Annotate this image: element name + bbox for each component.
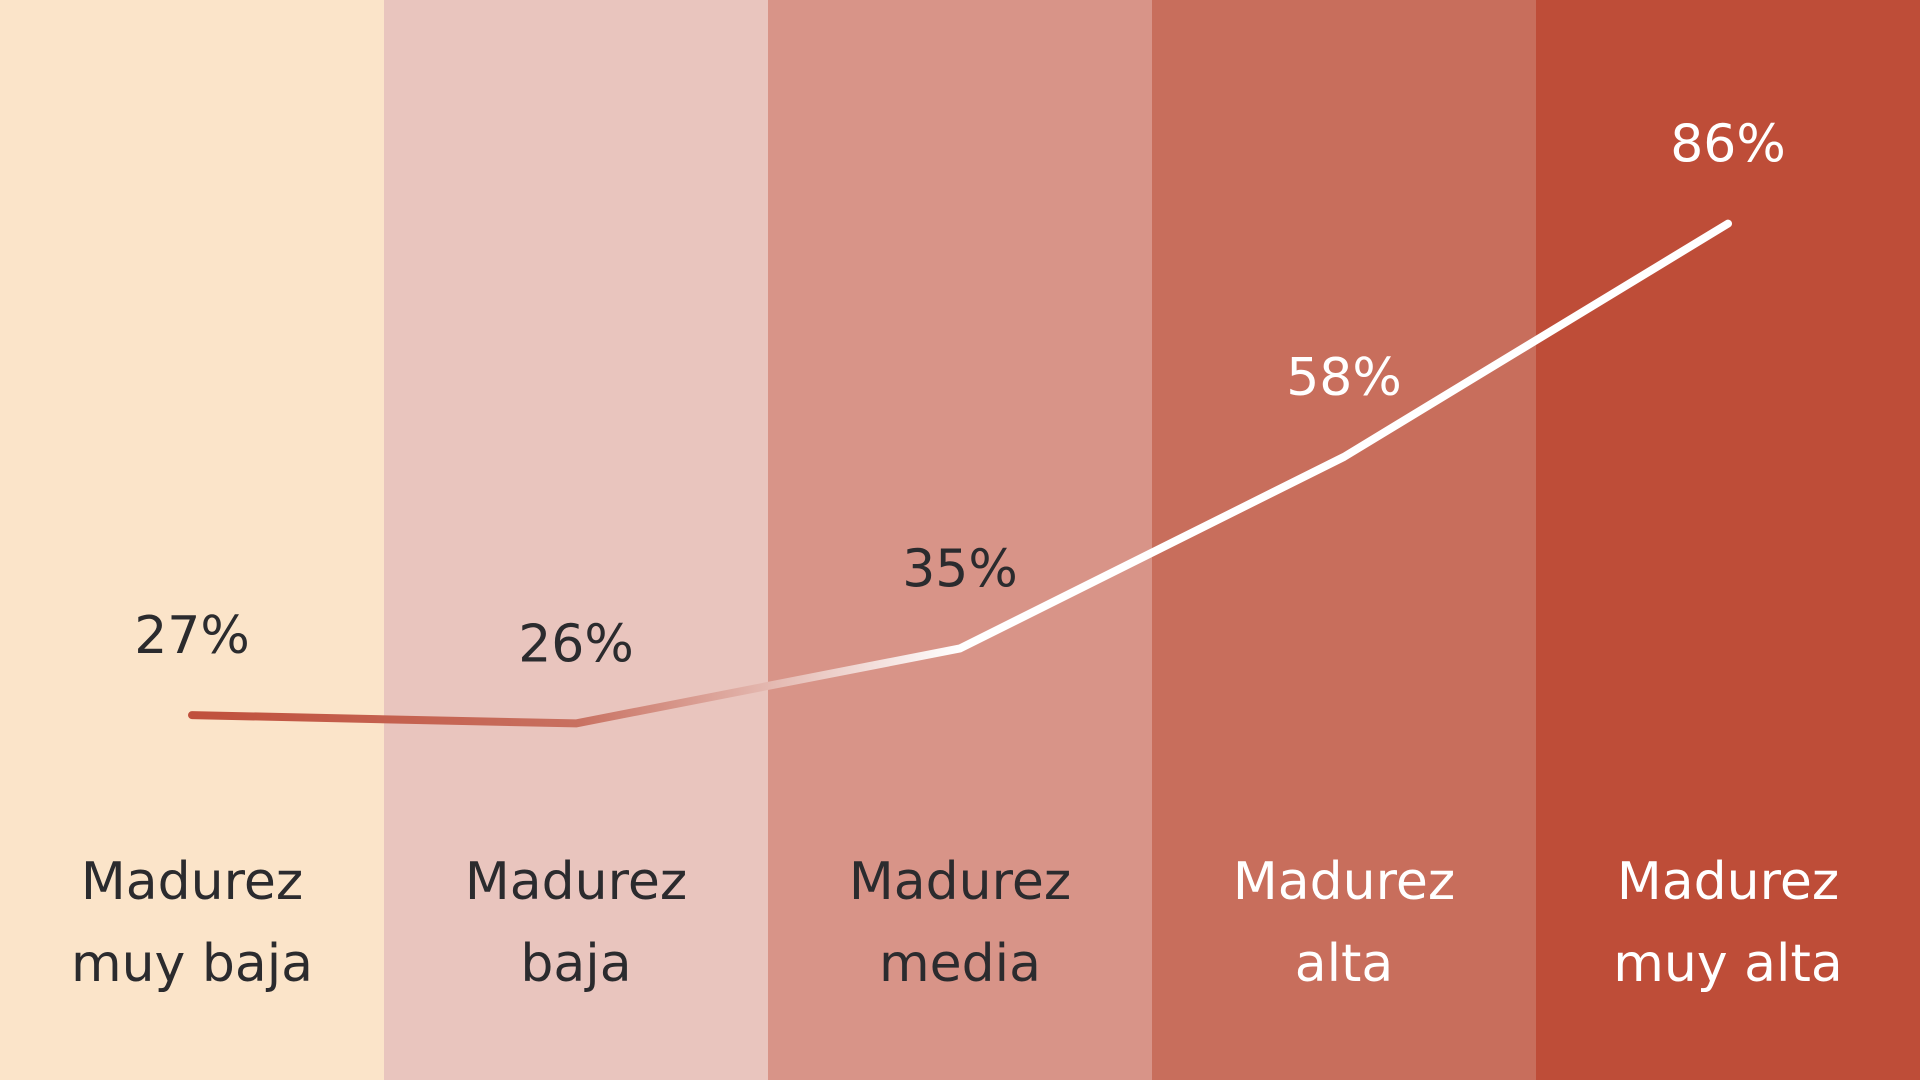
value-label: 86% <box>1670 115 1786 175</box>
category-label: Madurez baja <box>464 852 688 994</box>
band <box>0 0 385 1080</box>
band <box>1536 0 1920 1080</box>
value-label: 26% <box>518 614 634 674</box>
category-label: Madurez alta <box>1232 852 1456 994</box>
value-label: 35% <box>902 539 1018 599</box>
category-label: Madurez muy alta <box>1613 852 1843 994</box>
value-label: 27% <box>134 606 250 666</box>
line <box>188 219 1732 728</box>
category-label: Madurez muy baja <box>70 852 314 994</box>
category-label: Madurez media <box>848 852 1072 994</box>
value-label: 58% <box>1286 348 1402 408</box>
band <box>768 0 1153 1080</box>
band <box>384 0 769 1080</box>
band <box>1152 0 1537 1080</box>
